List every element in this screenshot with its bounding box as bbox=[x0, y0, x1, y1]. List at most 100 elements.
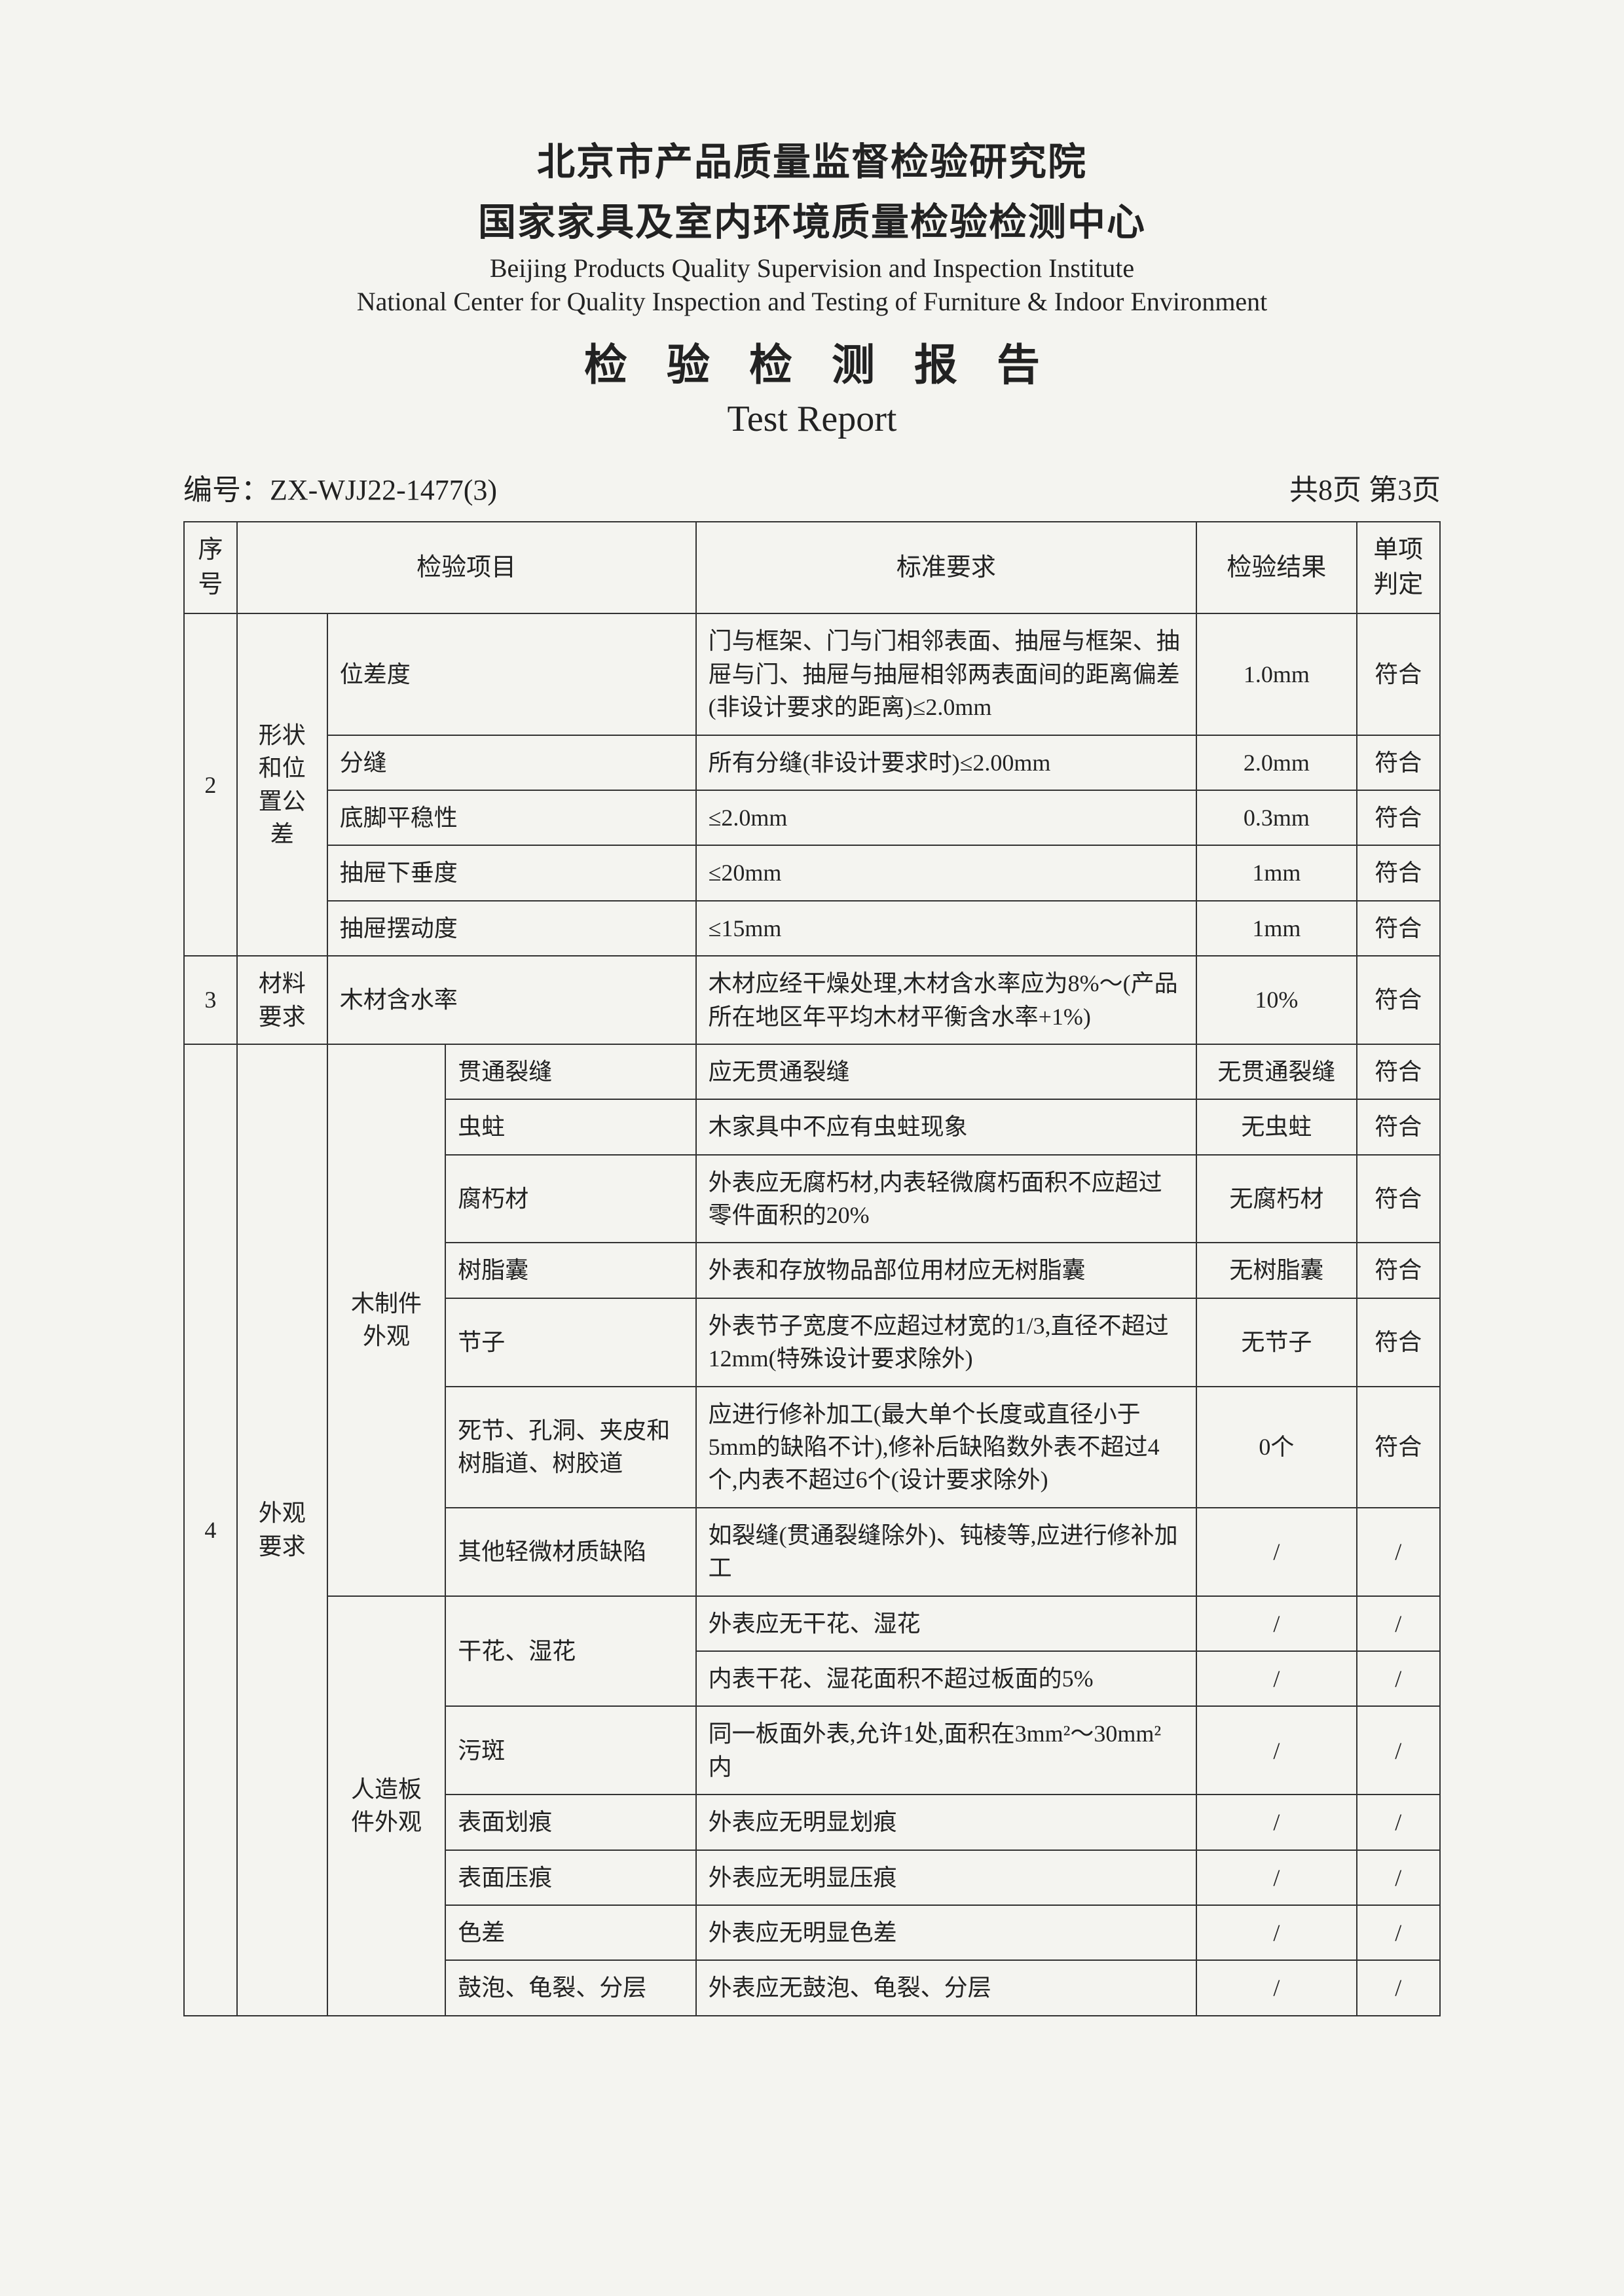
report-title-en: Test Report bbox=[183, 398, 1441, 440]
req-cell: 外表应无鼓泡、龟裂、分层 bbox=[696, 1960, 1197, 2015]
result-cell: 1mm bbox=[1196, 845, 1356, 900]
group-cell: 材料要求 bbox=[237, 956, 327, 1044]
result-cell: / bbox=[1196, 1596, 1356, 1651]
req-cell: 外表应无明显压痕 bbox=[696, 1850, 1197, 1905]
result-cell: / bbox=[1196, 1795, 1356, 1850]
item-cell: 贯通裂缝 bbox=[445, 1044, 695, 1099]
req-cell: 外表应无干花、湿花 bbox=[696, 1596, 1197, 1651]
req-cell: 所有分缝(非设计要求时)≤2.00mm bbox=[696, 735, 1197, 790]
result-cell: 无腐朽材 bbox=[1196, 1155, 1356, 1243]
item-cell: 其他轻微材质缺陷 bbox=[445, 1508, 695, 1596]
item-cell: 污斑 bbox=[445, 1706, 695, 1795]
judge-cell: 符合 bbox=[1357, 845, 1441, 900]
table-row: 分缝 所有分缝(非设计要求时)≤2.00mm 2.0mm 符合 bbox=[184, 735, 1440, 790]
item-cell: 虫蛀 bbox=[445, 1099, 695, 1154]
req-cell: 如裂缝(贯通裂缝除外)、钝棱等,应进行修补加工 bbox=[696, 1508, 1197, 1596]
table-row: 2 形状和位置公差 位差度 门与框架、门与门相邻表面、抽屉与框架、抽屉与门、抽屉… bbox=[184, 613, 1440, 735]
col-item: 检验项目 bbox=[237, 522, 696, 613]
item-cell: 抽屉摆动度 bbox=[327, 901, 696, 956]
col-seq: 序号 bbox=[184, 522, 237, 613]
judge-cell: 符合 bbox=[1357, 735, 1441, 790]
table-row: 4 外观要求 木制件外观 贯通裂缝 应无贯通裂缝 无贯通裂缝 符合 bbox=[184, 1044, 1440, 1099]
result-cell: 10% bbox=[1196, 956, 1356, 1044]
judge-cell: / bbox=[1357, 1795, 1441, 1850]
req-cell: 外表应无腐朽材,内表轻微腐朽面积不应超过零件面积的20% bbox=[696, 1155, 1197, 1243]
req-cell: 外表应无明显划痕 bbox=[696, 1795, 1197, 1850]
col-req: 标准要求 bbox=[696, 522, 1197, 613]
judge-cell: / bbox=[1357, 1850, 1441, 1905]
result-cell: / bbox=[1196, 1651, 1356, 1706]
group-cell: 外观要求 bbox=[237, 1044, 327, 2016]
judge-cell: / bbox=[1357, 1905, 1441, 1960]
table-row: 抽屉摆动度 ≤15mm 1mm 符合 bbox=[184, 901, 1440, 956]
result-cell: 无虫蛀 bbox=[1196, 1099, 1356, 1154]
req-cell: ≤15mm bbox=[696, 901, 1197, 956]
req-cell: 同一板面外表,允许1处,面积在3mm²～30mm²内 bbox=[696, 1706, 1197, 1795]
report-header: 北京市产品质量监督检验研究院 国家家具及室内环境质量检验检测中心 Beijing… bbox=[183, 131, 1441, 440]
table-row: 底脚平稳性 ≤2.0mm 0.3mm 符合 bbox=[184, 790, 1440, 845]
item-cell: 色差 bbox=[445, 1905, 695, 1960]
table-row: 3 材料要求 木材含水率 木材应经干燥处理,木材含水率应为8%～(产品所在地区年… bbox=[184, 956, 1440, 1044]
judge-cell: 符合 bbox=[1357, 956, 1441, 1044]
table-row: 人造板件外观 干花、湿花 外表应无干花、湿花 / / bbox=[184, 1596, 1440, 1651]
result-cell: 无树脂囊 bbox=[1196, 1243, 1356, 1298]
org-name-cn-2: 国家家具及室内环境质量检验检测中心 bbox=[183, 191, 1441, 246]
test-table: 序号 检验项目 标准要求 检验结果 单项判定 2 形状和位置公差 位差度 门与框… bbox=[183, 521, 1441, 2016]
result-cell: 0个 bbox=[1196, 1387, 1356, 1508]
req-cell: 外表和存放物品部位用材应无树脂囊 bbox=[696, 1243, 1197, 1298]
item-cell: 位差度 bbox=[327, 613, 696, 735]
subgroup-cell: 人造板件外观 bbox=[327, 1596, 446, 2016]
item-cell: 干花、湿花 bbox=[445, 1596, 695, 1707]
group-cell: 形状和位置公差 bbox=[237, 613, 327, 956]
item-cell: 表面划痕 bbox=[445, 1795, 695, 1850]
item-cell: 底脚平稳性 bbox=[327, 790, 696, 845]
item-cell: 表面压痕 bbox=[445, 1850, 695, 1905]
subgroup-cell: 木制件外观 bbox=[327, 1044, 446, 1596]
org-name-en-2: National Center for Quality Inspection a… bbox=[183, 286, 1441, 317]
judge-cell: 符合 bbox=[1357, 1044, 1441, 1099]
seq-cell: 4 bbox=[184, 1044, 237, 2016]
req-cell: 门与框架、门与门相邻表面、抽屉与框架、抽屉与门、抽屉与抽屉相邻两表面间的距离偏差… bbox=[696, 613, 1197, 735]
table-header-row: 序号 检验项目 标准要求 检验结果 单项判定 bbox=[184, 522, 1440, 613]
judge-cell: 符合 bbox=[1357, 1155, 1441, 1243]
judge-cell: 符合 bbox=[1357, 613, 1441, 735]
judge-cell: 符合 bbox=[1357, 1387, 1441, 1508]
judge-cell: / bbox=[1357, 1651, 1441, 1706]
org-name-en-1: Beijing Products Quality Supervision and… bbox=[183, 253, 1441, 283]
page-indicator: 共8页 第3页 bbox=[1289, 466, 1441, 508]
result-cell: 1.0mm bbox=[1196, 613, 1356, 735]
col-result: 检验结果 bbox=[1196, 522, 1356, 613]
req-cell: 内表干花、湿花面积不超过板面的5% bbox=[696, 1651, 1197, 1706]
item-cell: 树脂囊 bbox=[445, 1243, 695, 1298]
req-cell: 应无贯通裂缝 bbox=[696, 1044, 1197, 1099]
seq-cell: 2 bbox=[184, 613, 237, 956]
item-cell: 分缝 bbox=[327, 735, 696, 790]
result-cell: / bbox=[1196, 1706, 1356, 1795]
judge-cell: / bbox=[1357, 1596, 1441, 1651]
result-cell: / bbox=[1196, 1508, 1356, 1596]
result-cell: 无节子 bbox=[1196, 1298, 1356, 1387]
col-judge: 单项判定 bbox=[1357, 522, 1441, 613]
req-cell: 应进行修补加工(最大单个长度或直径小于5mm的缺陷不计),修补后缺陷数外表不超过… bbox=[696, 1387, 1197, 1508]
result-cell: / bbox=[1196, 1905, 1356, 1960]
judge-cell: 符合 bbox=[1357, 1099, 1441, 1154]
judge-cell: 符合 bbox=[1357, 1243, 1441, 1298]
result-cell: 无贯通裂缝 bbox=[1196, 1044, 1356, 1099]
req-cell: 木材应经干燥处理,木材含水率应为8%～(产品所在地区年平均木材平衡含水率+1%) bbox=[696, 956, 1197, 1044]
req-cell: 木家具中不应有虫蛀现象 bbox=[696, 1099, 1197, 1154]
req-cell: ≤20mm bbox=[696, 845, 1197, 900]
result-cell: 0.3mm bbox=[1196, 790, 1356, 845]
seq-cell: 3 bbox=[184, 956, 237, 1044]
meta-row: 编号：ZX-WJJ22-1477(3) 共8页 第3页 bbox=[183, 466, 1441, 508]
org-name-cn-1: 北京市产品质量监督检验研究院 bbox=[183, 131, 1441, 186]
item-cell: 节子 bbox=[445, 1298, 695, 1387]
judge-cell: 符合 bbox=[1357, 901, 1441, 956]
judge-cell: / bbox=[1357, 1960, 1441, 2015]
result-cell: / bbox=[1196, 1960, 1356, 2015]
item-cell: 抽屉下垂度 bbox=[327, 845, 696, 900]
item-cell: 死节、孔洞、夹皮和树脂道、树胶道 bbox=[445, 1387, 695, 1508]
result-cell: / bbox=[1196, 1850, 1356, 1905]
req-cell: 外表应无明显色差 bbox=[696, 1905, 1197, 1960]
req-cell: ≤2.0mm bbox=[696, 790, 1197, 845]
report-title-cn: 检验检测报告 bbox=[183, 330, 1441, 393]
